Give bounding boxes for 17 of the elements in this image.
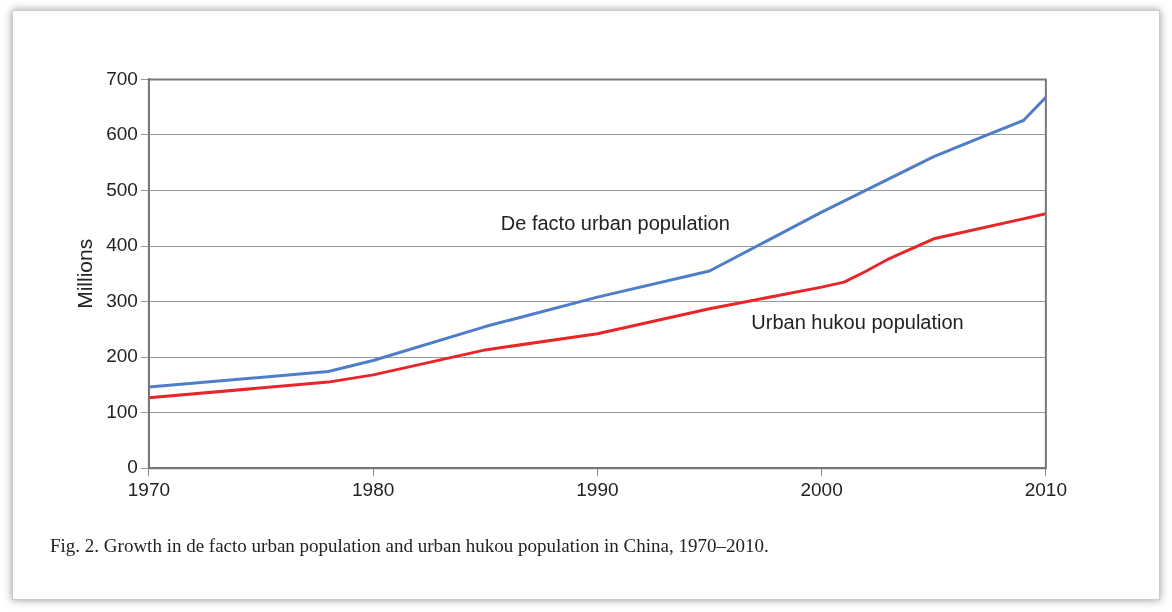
caption: Fig. 2. Growth in de facto urban population and urban hukou population in China, 1970–2010. [50, 535, 769, 557]
x-tick-label: 2010 [1024, 478, 1068, 500]
y-tick-label: 0 [127, 456, 138, 478]
x-tick-label: 1980 [352, 478, 395, 500]
y-tick-label: 400 [106, 234, 138, 256]
y-tick-label: 700 [106, 67, 138, 89]
x-tick-label: 1990 [576, 478, 619, 500]
series-label: Urban hukou population [751, 310, 964, 333]
y-tick-label: 200 [106, 345, 138, 367]
x-tick-label: 1970 [127, 478, 171, 500]
y-tick-label: 100 [106, 400, 138, 422]
series-label: De facto urban population [500, 212, 730, 235]
y-axis-title: Millions [73, 238, 97, 309]
y-tick-label: 500 [106, 178, 138, 200]
y-tick-label: 600 [106, 123, 138, 145]
y-tick-label: 300 [106, 289, 138, 311]
x-tick-label: 2000 [800, 478, 843, 500]
